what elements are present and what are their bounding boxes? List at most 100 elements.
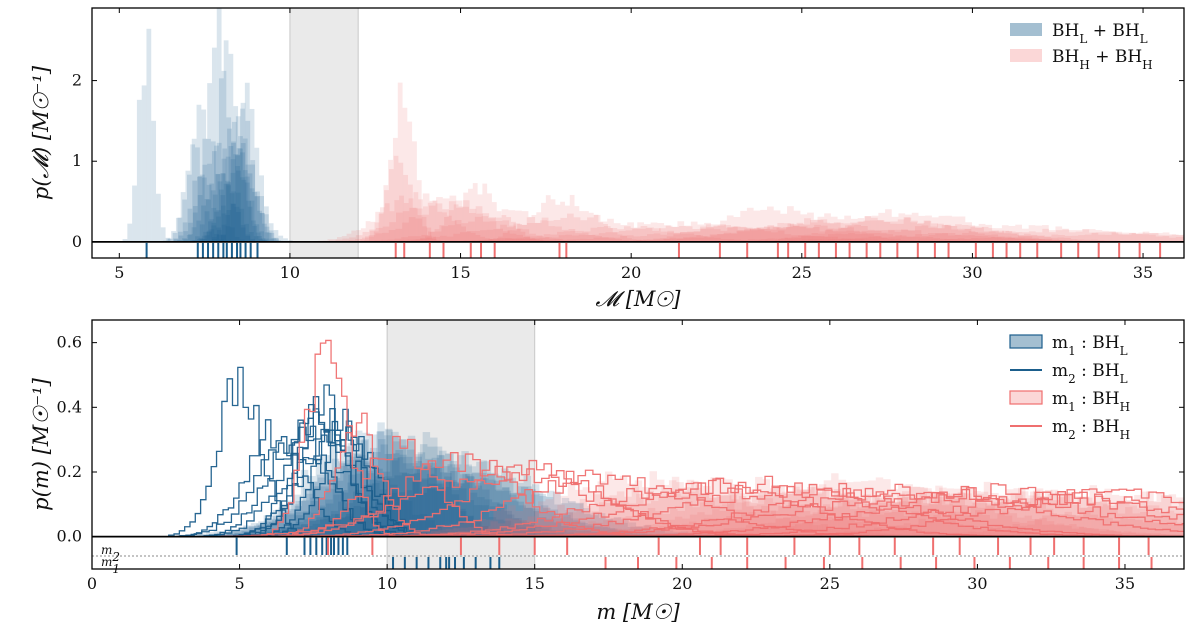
histogram-bar [1145, 233, 1152, 242]
histogram-bar [895, 235, 902, 242]
histogram-bar [1138, 532, 1147, 537]
histogram-bar [410, 463, 418, 537]
histogram-bar [539, 496, 547, 537]
histogram-bar [415, 218, 423, 242]
histogram-bar [1082, 496, 1090, 537]
histogram-bar [1042, 228, 1050, 242]
series-4 [221, 339, 1184, 538]
histogram-bar [945, 503, 953, 537]
histogram-bar [1008, 505, 1017, 537]
histogram-bar [873, 232, 880, 242]
histogram-bar [1018, 237, 1025, 242]
histogram-bar [509, 225, 516, 242]
histogram-bar [957, 228, 964, 242]
histogram-bar [585, 525, 593, 537]
histogram-bar [820, 225, 828, 242]
histogram-bar [864, 504, 873, 537]
histogram-bar [804, 234, 812, 242]
histogram-bar [462, 206, 470, 242]
histogram-bar [516, 501, 525, 537]
histogram-bar [899, 235, 907, 242]
histogram-step-line [179, 419, 373, 537]
histogram-bar [1095, 232, 1103, 242]
histogram-bar [1154, 516, 1163, 537]
histogram-bar [355, 238, 362, 242]
histogram-bar [296, 522, 304, 537]
histogram-bar [392, 458, 400, 537]
histogram-bar [302, 511, 311, 537]
histogram-bar [657, 530, 665, 537]
histogram-bar [1141, 491, 1150, 537]
histogram-bar [1146, 491, 1154, 537]
histogram-bar [353, 491, 361, 537]
histogram-bar [407, 236, 415, 242]
histogram-bar [528, 489, 536, 537]
histogram-bar [919, 237, 927, 242]
histogram-bar [308, 475, 316, 537]
histogram-bar [921, 505, 929, 537]
histogram-bar [1010, 233, 1018, 242]
histogram-bar [1098, 531, 1107, 537]
histogram-bar [904, 217, 912, 242]
histogram-bar [828, 239, 835, 242]
histogram-bar [531, 494, 539, 537]
histogram-bar [375, 500, 384, 537]
x-tick-label: 20 [672, 574, 692, 593]
histogram-bar [808, 239, 815, 242]
histogram-bar [679, 491, 687, 537]
histogram-bar [1007, 529, 1016, 537]
histogram-bar [954, 234, 962, 242]
histogram-bar [824, 236, 832, 242]
histogram-bar [426, 528, 434, 537]
histogram-bar [480, 230, 487, 242]
histogram-bar [487, 475, 495, 537]
histogram-bar [1024, 233, 1031, 242]
histogram-bar [781, 491, 790, 537]
histogram-bar [929, 531, 937, 537]
histogram-bar [693, 231, 701, 242]
histogram-bar [786, 226, 793, 242]
histogram-bar [499, 504, 507, 537]
histogram-bar [513, 223, 521, 242]
histogram-bar [436, 197, 443, 242]
histogram-bar [216, 234, 222, 242]
histogram-bar [1031, 239, 1039, 242]
histogram-bar [837, 219, 845, 242]
histogram-bar [531, 214, 537, 242]
histogram-bar [1004, 515, 1013, 537]
histogram-bar [1090, 514, 1099, 537]
histogram-bar [183, 231, 189, 242]
histogram-bar [992, 230, 999, 242]
histogram-bar [905, 214, 912, 242]
histogram-bar [937, 223, 944, 242]
histogram-bar [823, 480, 832, 537]
histogram-bar [793, 483, 802, 537]
histogram-bar [1168, 534, 1176, 537]
histogram-bar [862, 520, 870, 537]
histogram-bar [749, 505, 757, 537]
histogram-bar [784, 234, 792, 242]
histogram-bar [895, 534, 903, 537]
histogram-bar [335, 480, 344, 537]
histogram-bar [676, 482, 684, 537]
histogram-bar [1006, 489, 1014, 537]
histogram-bar [520, 224, 527, 242]
histogram-bar [529, 233, 536, 242]
histogram-bar [729, 232, 737, 242]
histogram-bar [1034, 519, 1042, 537]
histogram-bar [688, 491, 696, 537]
histogram-bar [417, 215, 423, 242]
histogram-bar [847, 520, 855, 537]
histogram-bar [801, 489, 809, 537]
histogram-bar [506, 478, 514, 537]
histogram-bar [550, 234, 558, 242]
histogram-bar [906, 530, 915, 537]
histogram-bar [846, 230, 853, 242]
histogram-bar [1052, 239, 1059, 242]
histogram-bar [667, 232, 674, 242]
histogram-bar [796, 222, 804, 242]
histogram-bar [994, 513, 1003, 537]
histogram-bar [901, 229, 908, 242]
histogram-bar [816, 220, 824, 242]
histogram-bar [563, 514, 571, 537]
